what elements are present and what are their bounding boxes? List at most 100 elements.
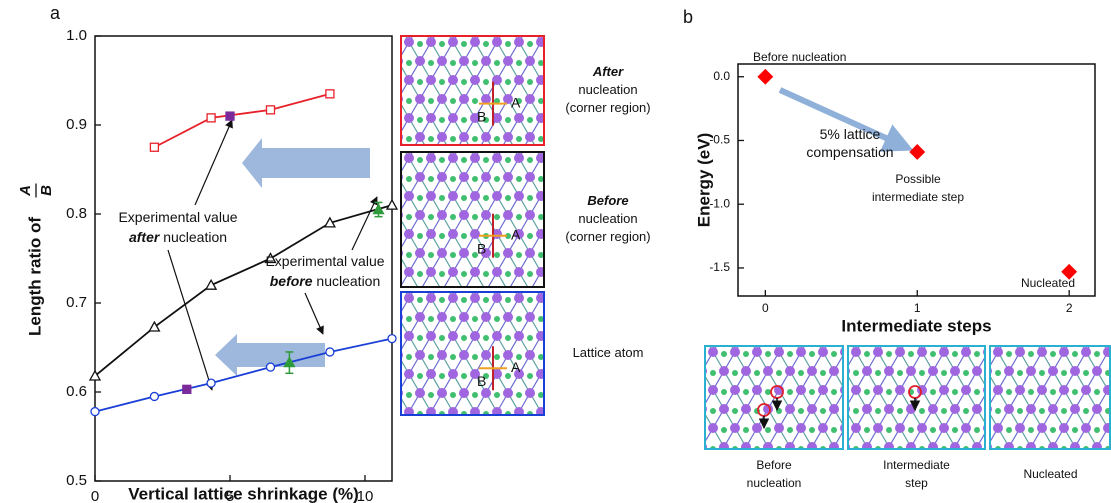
annotation-part: Possible [895,172,941,186]
bond [691,447,702,466]
atom-purple [895,385,905,395]
atom-purple [448,267,458,277]
atom-purple [708,347,718,357]
atom-green [560,22,566,28]
atom-purple [873,347,883,357]
annotation-arrow [305,293,323,334]
atom-green [483,271,489,277]
annotation: compensation [806,144,893,160]
atom-purple [470,331,480,341]
atom-green [483,157,489,163]
annotation: Possible [895,172,941,186]
atom-green [1083,332,1089,338]
annotation: intermediate step [872,190,964,204]
atom-green [549,117,555,123]
atom-purple [481,132,491,142]
atom-green [406,354,412,360]
atom-green [461,271,467,277]
atom-green [417,373,423,379]
bond [552,336,563,355]
snapshot-caption: Before [756,458,792,472]
y-tick-label: 1.0 [66,27,87,44]
bond [691,390,702,409]
atom-purple [719,404,729,414]
atom-purple [415,132,425,142]
atom-purple [840,461,850,471]
bond [552,272,563,291]
atom-green [505,79,511,85]
atom-green [787,389,793,395]
atom-green [864,465,870,471]
atom-purple [448,37,458,47]
atom-purple [426,75,436,85]
atom-green [710,370,716,376]
bond [552,431,563,450]
atom-purple [730,423,740,433]
atom-purple [1092,442,1102,452]
bond [680,466,691,485]
atom-green [505,335,511,341]
atom-green [1072,389,1078,395]
atom-purple [558,331,568,341]
panel-label: b [683,7,693,27]
annotation: 5% lattice [820,126,881,142]
atom-green [461,157,467,163]
bond [998,466,1009,485]
atom-green [582,176,588,182]
bond [856,466,867,485]
atom-purple [547,388,557,398]
atom-green [516,392,522,398]
atom-green [1050,351,1056,357]
atom-purple [525,388,535,398]
atom-purple [459,94,469,104]
atom-purple [741,366,751,376]
atom-green [820,332,826,338]
atom-purple [448,369,458,379]
atom-green [1039,370,1045,376]
atom-green [1006,465,1012,471]
bond [965,466,976,485]
bond [834,466,845,485]
atom-purple [558,305,568,315]
bond [574,279,585,298]
atom-purple [862,442,872,452]
atom-purple [1004,442,1014,452]
atom-green [472,136,478,142]
atom-green [919,408,925,414]
atom-purple [525,248,535,258]
atom-purple [569,248,579,258]
bond [1086,466,1097,485]
atom-green [428,214,434,220]
marker-square [183,385,191,393]
atom-green [941,370,947,376]
atom-purple [492,293,502,303]
bond [680,428,691,447]
bond [563,298,574,317]
atom-green [516,176,522,182]
atom-purple [415,172,425,182]
snapshot-caption: step [905,476,928,490]
atom-green [483,79,489,85]
bond [552,61,563,80]
bond [552,310,563,329]
atom-purple [558,37,568,47]
atom-green [516,60,522,66]
bond [702,466,713,485]
bond [1097,466,1108,485]
atom-purple [818,423,828,433]
y-tick-label: -1.5 [709,260,730,274]
atom-green [494,430,500,436]
atom-purple [569,18,579,28]
atom-green [963,408,969,414]
atom-purple [719,328,729,338]
atom-green [1094,351,1100,357]
atom-green [699,465,705,471]
atom-purple [1015,347,1025,357]
marker-circle [207,379,215,387]
atom-green [428,176,434,182]
atom-green [527,271,533,277]
atom-green [560,430,566,436]
atom-purple [448,153,458,163]
bond [680,352,691,371]
atom-purple [752,423,762,433]
